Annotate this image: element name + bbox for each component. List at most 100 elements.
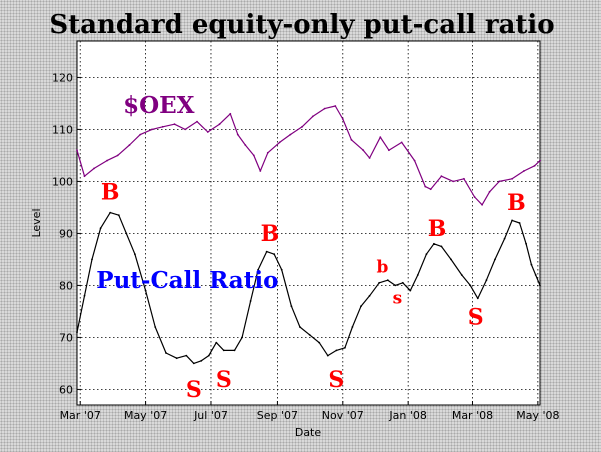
series-1-point-33 — [360, 305, 362, 308]
signal-annotation: B — [261, 221, 280, 247]
signal-annotation: S — [216, 367, 232, 393]
x-axis-label: Date — [295, 426, 322, 439]
series-0-point-30 — [379, 136, 382, 139]
x-tick-label: Sep '07 — [257, 409, 298, 422]
series-1-point-35 — [378, 281, 381, 284]
signal-annotation: b — [377, 257, 389, 277]
series-0-point-16 — [244, 144, 247, 146]
signal-annotation: s — [393, 289, 403, 309]
series-0-point-18 — [259, 170, 262, 172]
series-1-point-10 — [165, 352, 167, 354]
series-1-point-11 — [175, 357, 178, 360]
series-1-point-14 — [200, 359, 203, 362]
series-1-point-20 — [249, 300, 252, 302]
x-tick-label: Jul '07 — [193, 409, 228, 422]
series-1-point-45 — [460, 274, 463, 276]
series-0-point-38 — [463, 177, 465, 180]
signal-annotation: B — [428, 216, 447, 242]
series-1-point-50 — [503, 237, 506, 240]
series-0-point-45 — [533, 164, 536, 167]
series-1-point-36 — [386, 279, 389, 282]
signal-annotation: S — [468, 304, 484, 330]
series-0-point-27 — [350, 138, 353, 141]
series-1-point-39 — [409, 289, 412, 292]
y-tick-label: 60 — [59, 383, 73, 396]
series-1-point-22 — [265, 250, 268, 253]
series-1-point-46 — [469, 284, 472, 287]
series-0-point-34 — [424, 185, 427, 188]
series-0-point-17 — [252, 154, 255, 157]
signal-annotation: S — [186, 377, 202, 403]
y-tick-label: 80 — [59, 279, 73, 292]
series-1-point-38 — [401, 281, 404, 284]
series-0-point-43 — [511, 177, 513, 180]
series-1-point-13 — [192, 362, 195, 365]
series-0-point-10 — [184, 128, 187, 131]
series-1-point-19 — [241, 336, 244, 339]
series-1-point-30 — [335, 349, 338, 352]
series-0-point-31 — [388, 149, 390, 152]
x-tick-label: Nov '07 — [322, 409, 364, 422]
series-1-point-51 — [511, 219, 513, 222]
series-0-point-22 — [301, 125, 303, 128]
series-0-point-8 — [161, 125, 164, 128]
series-0-point-35 — [429, 188, 432, 191]
series-1-point-17 — [222, 349, 225, 352]
tick-layer: 60 70 80 90 100 110 120 Mar '07 May '07 Jul '07 Se… — [52, 71, 559, 422]
y-tick-label: 90 — [59, 227, 73, 240]
x-tick-label: Mar '08 — [452, 409, 493, 422]
series-0-point-3 — [106, 159, 108, 162]
label-layer: $OEX Put-Call Ratio — [96, 92, 278, 294]
x-tick-label: Mar '07 — [60, 409, 101, 422]
series-1-point-2 — [91, 258, 93, 261]
series-1-point-49 — [494, 258, 496, 261]
series-1-point-1 — [83, 294, 86, 297]
x-tick-label: Jan '08 — [388, 409, 426, 422]
series-1-point-25 — [290, 305, 293, 308]
series-1-point-47 — [476, 297, 479, 300]
series-1-point-37 — [394, 284, 397, 287]
x-tick-label: May '08 — [516, 409, 559, 422]
series-0-point-12 — [206, 131, 209, 133]
y-tick-label: 70 — [59, 331, 73, 344]
series-1-point-31 — [344, 346, 346, 349]
series-label-0: $OEX — [123, 92, 195, 119]
series-1-point-12 — [185, 354, 188, 357]
series-0-point-7 — [151, 128, 153, 131]
y-axis-label: Level — [30, 208, 43, 237]
series-1-point-48 — [485, 279, 488, 282]
series-0-point-0 — [76, 149, 78, 152]
signal-annotation: B — [507, 190, 526, 216]
series-0-point-6 — [139, 133, 142, 136]
series-1-point-15 — [207, 354, 210, 357]
series-1-point-42 — [433, 242, 435, 245]
series-0-point-46 — [539, 159, 541, 162]
y-tick-label: 110 — [52, 123, 73, 136]
series-1-point-23 — [273, 253, 276, 256]
series-1-point-6 — [125, 232, 128, 235]
series-1-point-44 — [450, 258, 452, 261]
signal-annotation: B — [101, 180, 120, 206]
series-1-point-3 — [99, 227, 102, 230]
series-0-point-29 — [368, 157, 371, 159]
series-1-point-28 — [318, 341, 321, 344]
series-1-point-32 — [351, 326, 354, 328]
series-1-point-21 — [257, 268, 259, 271]
series-0-point-4 — [116, 154, 119, 157]
series-0-point-28 — [362, 149, 365, 152]
series-1-point-29 — [326, 354, 329, 357]
series-0-point-26 — [341, 118, 344, 120]
series-1-point-27 — [308, 333, 311, 336]
series-0-point-13 — [218, 123, 221, 126]
series-1-point-55 — [534, 274, 537, 276]
series-0-point-9 — [173, 123, 176, 126]
series-0-point-41 — [488, 190, 491, 193]
series-1-point-16 — [215, 341, 218, 344]
series-0-point-24 — [323, 107, 326, 110]
series-0-point-40 — [481, 203, 483, 206]
chart-title: Standard equity-only put-call ratio — [49, 10, 554, 40]
plot-area — [76, 40, 541, 406]
series-1-point-54 — [530, 263, 533, 266]
y-tick-label: 120 — [52, 71, 73, 84]
